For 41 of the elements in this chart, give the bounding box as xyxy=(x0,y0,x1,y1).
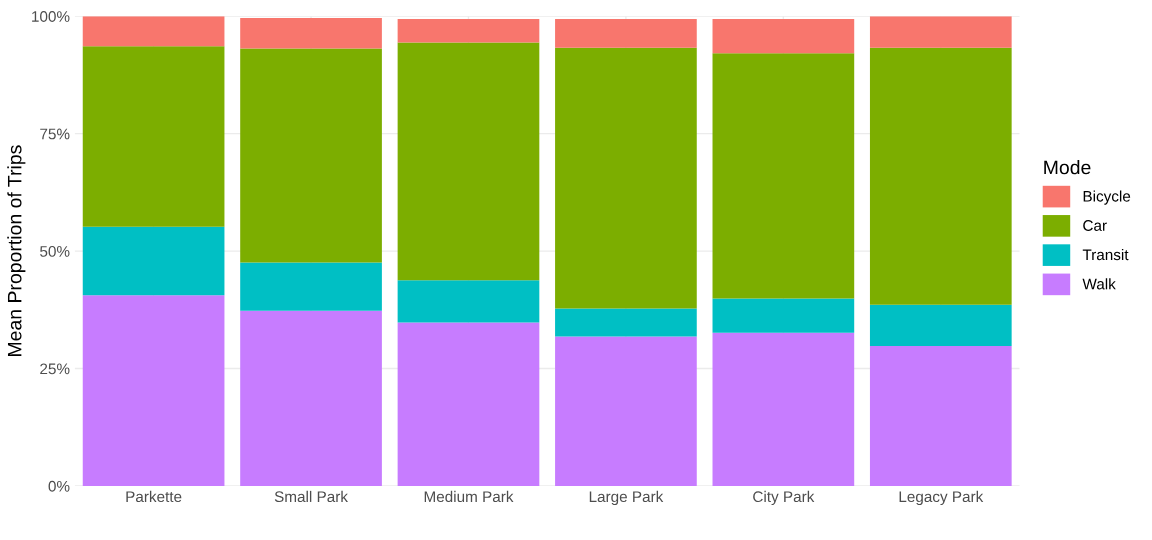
x-tick-label: Large Park xyxy=(589,490,664,506)
y-tick-label: 50% xyxy=(40,245,70,257)
y-tick-label: 75% xyxy=(40,128,70,140)
bar xyxy=(240,48,382,263)
x-tick-label: Legacy Park xyxy=(899,490,984,506)
y-axis-title: Mean Proportion of Trips xyxy=(7,145,26,356)
bar xyxy=(397,322,540,486)
x-tick-label: Parkette xyxy=(126,490,182,503)
y-tick-label: 25% xyxy=(40,363,70,375)
bar xyxy=(869,304,1012,346)
bar xyxy=(555,47,697,309)
bar xyxy=(555,336,697,486)
legend-label: Car xyxy=(1083,220,1107,231)
x-tick-label: Medium Park xyxy=(424,490,514,503)
bar xyxy=(82,16,225,47)
bar xyxy=(240,310,382,486)
legend-title: Mode xyxy=(1044,160,1091,175)
bar xyxy=(397,280,540,323)
bar xyxy=(712,332,855,486)
legend-label: Transit xyxy=(1082,248,1129,261)
bar xyxy=(82,226,225,296)
y-tick-label: 0% xyxy=(48,480,70,492)
bar xyxy=(397,42,540,281)
bar xyxy=(712,53,855,299)
legend-label: Walk xyxy=(1082,278,1116,290)
bar xyxy=(555,19,697,48)
bar xyxy=(82,295,225,486)
x-tick-label: City Park xyxy=(753,490,815,506)
legend-label: Bicycle xyxy=(1083,190,1131,205)
bar xyxy=(712,19,855,54)
y-tick-label: 100% xyxy=(32,11,70,22)
x-tick-label: Small Park xyxy=(274,490,348,503)
bar xyxy=(555,308,697,337)
bar xyxy=(82,46,225,227)
bar xyxy=(869,47,1012,305)
bar xyxy=(869,346,1012,486)
bar xyxy=(712,298,855,333)
bar xyxy=(240,262,382,311)
bar xyxy=(869,16,1012,48)
bar xyxy=(397,19,540,43)
bar xyxy=(240,18,382,49)
